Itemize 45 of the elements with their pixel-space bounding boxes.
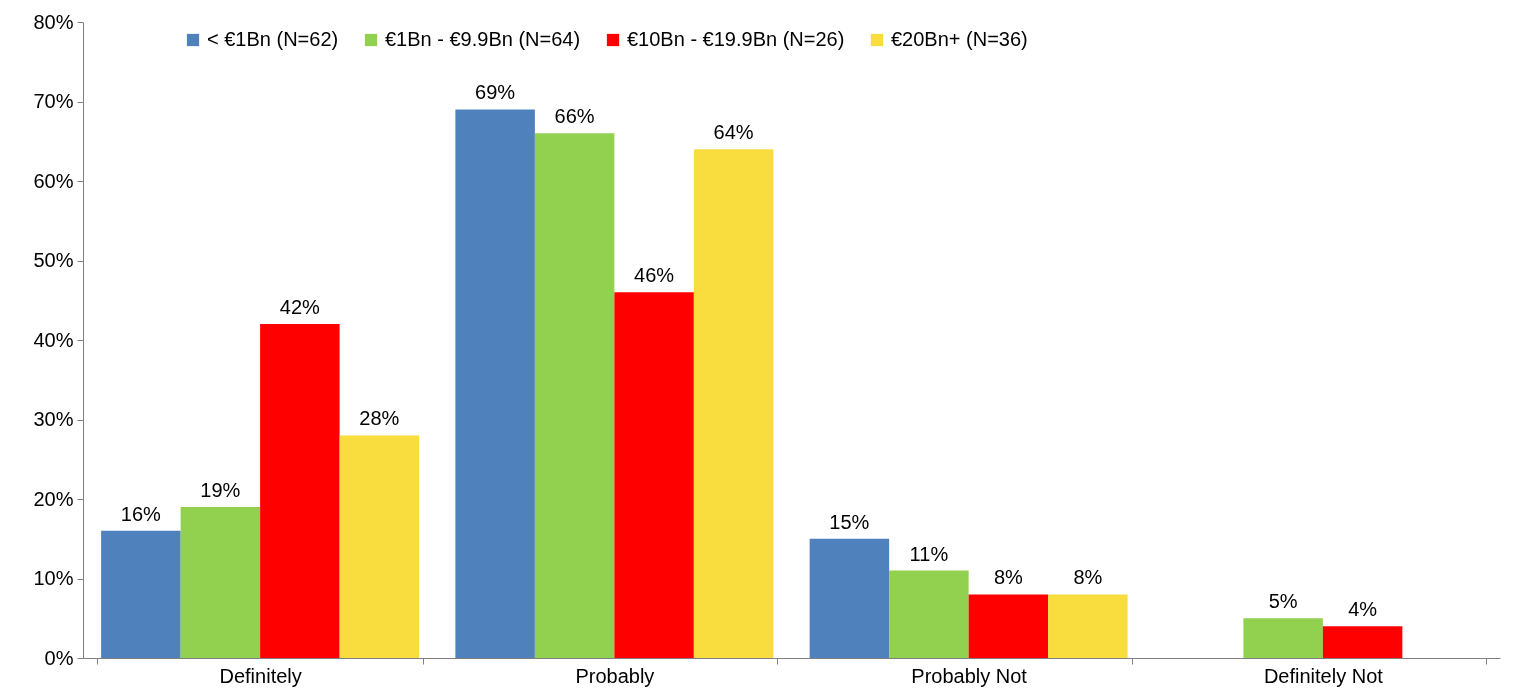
bar (693, 149, 774, 658)
data-label: 8% (993, 566, 1024, 589)
bar (260, 324, 340, 658)
data-label: 64% (713, 121, 754, 144)
bar (1048, 594, 1128, 658)
legend-label: €20Bn+ (N=36) (891, 28, 1028, 50)
x-tick-label: Definitely (219, 664, 302, 687)
legend-label: < €1Bn (N=62) (207, 28, 339, 50)
data-label: 15% (829, 510, 870, 533)
bar (1243, 618, 1323, 658)
bar (534, 133, 615, 658)
y-tick-label: 10% (33, 567, 74, 589)
data-label: 8% (1073, 566, 1103, 589)
legend-label: €1Bn - €9.9Bn (N=64) (385, 28, 581, 50)
bar (101, 530, 181, 658)
y-tick-label: 40% (33, 328, 74, 351)
y-tick-label: 80% (33, 10, 74, 33)
y-tick-label: 30% (33, 408, 74, 430)
data-label: 5% (1268, 590, 1298, 613)
bar (180, 506, 261, 658)
bar (614, 292, 694, 658)
x-tick-label: Probably Not (911, 664, 1028, 687)
data-label: 16% (120, 502, 162, 525)
data-label: 42% (279, 296, 321, 319)
bar (339, 435, 420, 658)
data-label: 4% (1348, 598, 1378, 621)
bar (1322, 626, 1403, 658)
y-tick-label: 70% (33, 90, 74, 112)
data-label: 69% (475, 81, 516, 104)
x-tick-label: Definitely Not (1263, 664, 1384, 687)
bar (968, 594, 1049, 658)
x-tick-label: Probably (575, 664, 655, 687)
bar (455, 109, 535, 658)
y-tick-label: 0% (44, 646, 74, 669)
legend-label: €10Bn - €19.9Bn (N=26) (627, 28, 845, 50)
data-label: 19% (200, 478, 241, 501)
data-label: 11% (909, 542, 949, 565)
bar (809, 538, 890, 658)
y-tick-label: 20% (33, 487, 74, 510)
y-tick-label: 60% (33, 169, 74, 192)
data-label: 28% (359, 407, 400, 430)
bar (889, 570, 969, 658)
data-label: 66% (554, 105, 595, 128)
data-label: 46% (634, 264, 675, 287)
y-tick-label: 50% (33, 249, 74, 271)
